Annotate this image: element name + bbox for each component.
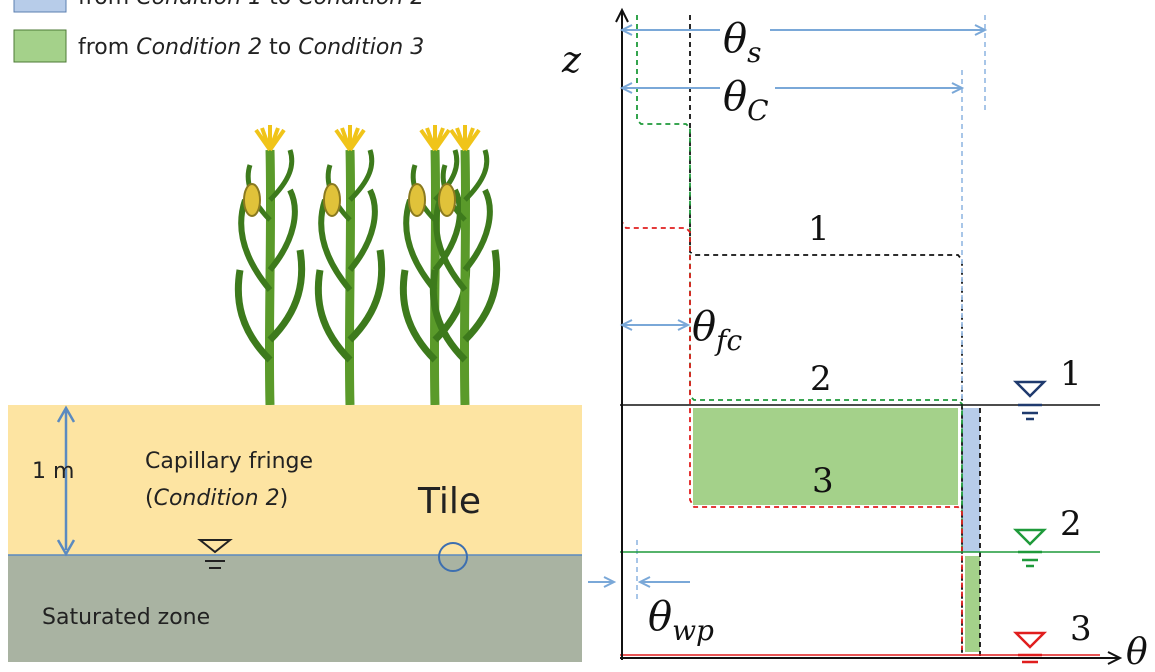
corn-plants: [238, 125, 496, 405]
theta-guides: [637, 15, 985, 600]
change-1-2: [962, 408, 980, 552]
wt-label: 3: [1070, 609, 1092, 649]
text-part: to: [262, 35, 298, 60]
theta-axis-label: θ: [1126, 632, 1148, 672]
text-part: Condition 2: [136, 35, 262, 60]
saturated-label: Saturated zone: [42, 605, 210, 630]
legend-swatch-blue: [14, 0, 66, 12]
text-part: Condition 2: [298, 0, 424, 10]
text-part: s: [747, 36, 761, 69]
text-part: C: [747, 94, 768, 127]
profile-label: 3: [812, 461, 834, 501]
text-part: fc: [714, 324, 742, 357]
profile-label: 2: [810, 359, 832, 399]
text-part: from: [78, 0, 136, 10]
text-part: Condition 2: [154, 486, 280, 511]
wt-label: 2: [1060, 504, 1082, 544]
legend-text: from Condition 2 to Condition 3: [78, 35, 424, 60]
profile-label: 1: [808, 209, 830, 249]
text-part: θ: [648, 594, 672, 640]
fringe-condition: (Condition 2): [145, 486, 288, 511]
legend-text: from Condition 1 to Condition 2: [78, 0, 424, 10]
text-part: θ: [692, 304, 716, 350]
text-part: θ: [723, 16, 747, 62]
text-part: from: [78, 35, 136, 60]
wt-label: 1: [1060, 354, 1082, 394]
text-part: θ: [723, 74, 747, 120]
theta-c: θC: [723, 74, 769, 127]
wt-symbol-1: [1016, 382, 1044, 419]
tile-label: Tile: [417, 481, 481, 522]
theta-wp: θwp: [648, 594, 714, 647]
text-part: Condition 3: [298, 35, 424, 60]
fringe-label: Capillary fringe: [145, 449, 313, 474]
change-2-3: [965, 556, 980, 652]
diagram: from Condition 1 to Condition 2 from Con…: [0, 0, 1155, 672]
theta-s: θs: [723, 16, 761, 69]
wt-symbol-2: [1016, 530, 1044, 566]
depth-label: 1 m: [32, 459, 74, 484]
capillary-zone: [8, 405, 582, 555]
text-part: wp: [672, 614, 714, 647]
text-part: Condition 1: [136, 0, 262, 10]
theta-fc: θfc: [692, 304, 742, 357]
z-axis-label: z: [561, 40, 582, 81]
profile-3: [622, 120, 962, 650]
text-part: to: [262, 0, 298, 10]
legend-swatch-green: [14, 30, 66, 62]
